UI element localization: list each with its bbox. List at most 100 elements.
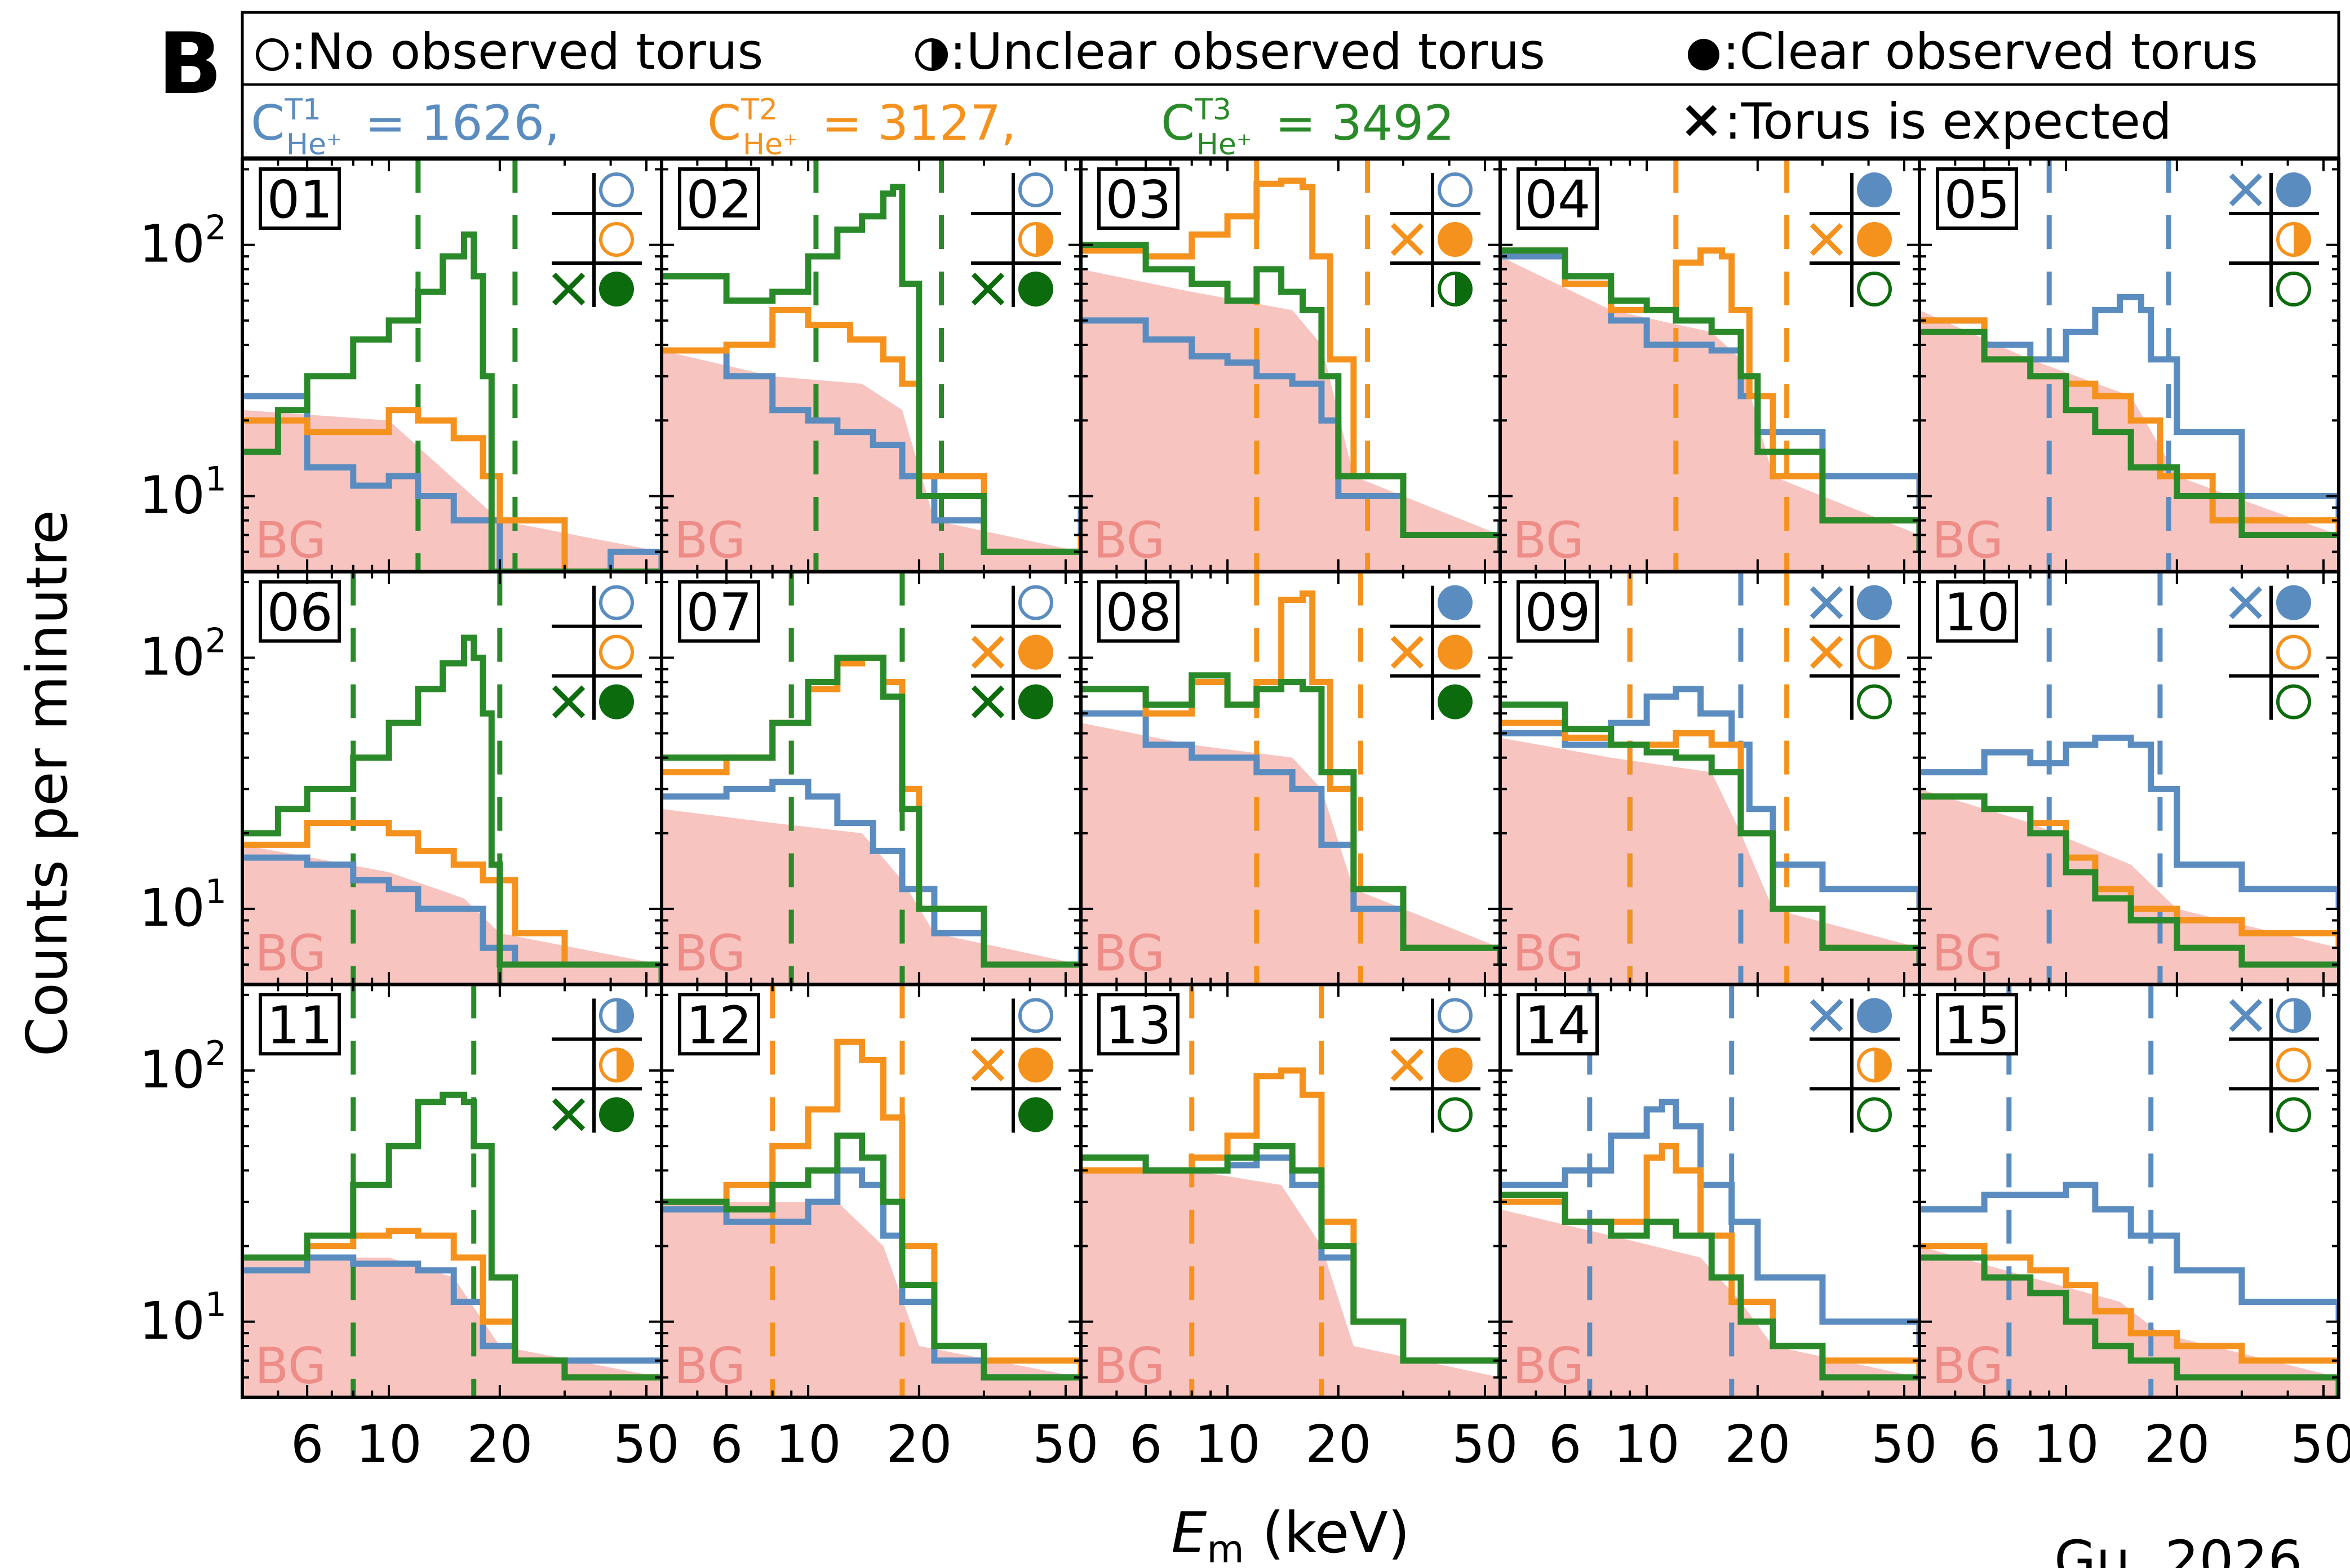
cross-icon	[1390, 636, 1424, 669]
y-tick-label: 102	[139, 208, 227, 274]
x-axis-label: Em (keV)	[1171, 1500, 1410, 1568]
series-line-T3	[1081, 1143, 1500, 1378]
panel-04: BG 04	[1498, 157, 1921, 574]
legend-box: :No observed torus :Unclear observed tor…	[241, 11, 2340, 162]
cross-icon	[971, 685, 1005, 718]
cross-icon	[971, 272, 1005, 306]
open-circle-icon	[1438, 172, 1473, 207]
series-line-T1	[1919, 734, 2339, 909]
x-tick-label: 50	[1871, 1414, 1937, 1474]
filled-circle-icon	[1438, 634, 1473, 670]
series-line-T3	[1919, 1254, 2339, 1397]
panel-plot-area	[1919, 984, 2339, 1397]
count-sup: T3	[1194, 93, 1231, 127]
panel-id-label: 04	[1524, 170, 1590, 230]
open-circle-icon	[256, 38, 289, 71]
y-tick-exp: 1	[205, 459, 227, 499]
open-circle-icon	[2276, 1047, 2311, 1083]
cross-icon	[552, 685, 586, 718]
series-line-T3	[1500, 247, 1919, 552]
x-tick-label: 20	[467, 1414, 533, 1474]
bg-label: BG	[674, 1337, 746, 1395]
filled-circle-icon	[599, 272, 634, 307]
bg-label: BG	[1932, 512, 2003, 570]
open-circle-icon	[599, 222, 634, 257]
panel-id-label: 02	[686, 170, 752, 230]
x-axis-label-symbol: E	[1171, 1500, 1207, 1566]
panel-15: BG 15 6 10 20 50	[1918, 983, 2350, 1474]
y-tick-label: 101	[139, 459, 227, 525]
filled-circle-icon	[1857, 222, 1892, 257]
legend-clear-torus: :Clear observed torus	[1723, 23, 2258, 81]
y-tick-exp: 2	[205, 1034, 227, 1073]
cross-icon	[2229, 173, 2263, 207]
panel-id-box	[1936, 993, 2018, 1056]
half-circle-fill	[617, 1000, 632, 1032]
bg-label: BG	[1513, 512, 1584, 570]
bg-label: BG	[255, 1337, 326, 1395]
series-line-T3	[1500, 1192, 1919, 1381]
filled-circle-icon	[1438, 684, 1473, 719]
cross-icon	[1390, 1049, 1424, 1082]
x-axis-label-unit: (keV)	[1244, 1500, 1410, 1566]
panel-id-box	[259, 580, 341, 643]
panel-plot-area	[662, 984, 1081, 1397]
count-sup: T1	[284, 93, 321, 127]
panel-id-label: 08	[1105, 583, 1171, 643]
half-circle-fill	[617, 1049, 632, 1081]
x-tick-label: 20	[1724, 1414, 1790, 1474]
panel-id-label: 07	[686, 583, 752, 643]
open-circle-icon	[1018, 172, 1053, 207]
panel-14: BG 14 6 10 20 50	[1498, 983, 1937, 1474]
count-legend-T1: CT1 He⁺ = 1626,	[251, 93, 560, 162]
y-tick-exp: 1	[205, 1285, 227, 1325]
panel-plot-area	[1081, 571, 1500, 985]
y-tick-base: 10	[139, 214, 205, 274]
half-circle-fill	[1455, 273, 1471, 305]
panel-id-box	[1097, 580, 1180, 643]
panel-id-label: 11	[267, 995, 332, 1055]
open-circle-icon	[1857, 684, 1892, 719]
count-base: C	[251, 95, 285, 152]
half-circle-fill	[1874, 636, 1891, 668]
y-tick-base: 10	[139, 465, 205, 525]
series-line-T3	[242, 1091, 662, 1381]
y-tick-base: 10	[139, 1291, 205, 1351]
series-line-T2	[1919, 1243, 2339, 1364]
half-circle-fill	[2294, 224, 2309, 255]
legend-no-torus: :No observed torus	[290, 23, 763, 81]
panel-grid: BG01101102BG02BG03BG04BG05BG06101102BG07…	[139, 157, 2350, 1474]
open-circle-icon	[2276, 684, 2311, 719]
background-fill	[242, 845, 662, 985]
series-line-T3	[662, 1132, 1081, 1381]
panel-plot-area	[1081, 984, 1500, 1397]
cross-icon	[1810, 636, 1843, 669]
bg-label: BG	[1932, 924, 2003, 982]
panel-07: BG 07	[660, 570, 1083, 987]
y-tick-base: 10	[139, 878, 205, 938]
y-tick-exp: 1	[205, 872, 227, 912]
open-circle-icon	[2276, 1097, 2311, 1132]
filled-circle-icon	[1438, 222, 1473, 257]
series-line-T3	[1500, 701, 1919, 965]
count-legend-T2: CT2 He⁺ = 3127,	[707, 93, 1016, 162]
panel-03: BG 03	[1079, 157, 1502, 574]
panel-id-box	[1097, 167, 1180, 230]
x-axis-label-sub: m	[1207, 1527, 1244, 1568]
x-tick-label: 10	[2033, 1414, 2099, 1474]
x-tick-label: 50	[1032, 1414, 1098, 1474]
panel-id-label: 05	[1944, 170, 2010, 230]
series-line-T3	[242, 634, 662, 985]
open-circle-icon	[599, 585, 634, 620]
x-tick-label: 10	[1195, 1414, 1261, 1474]
cross-icon	[552, 272, 586, 306]
filled-circle-icon	[1018, 634, 1053, 670]
filled-circle-icon	[1857, 998, 1892, 1033]
open-circle-icon	[2276, 272, 2311, 307]
filled-circle-icon	[1688, 39, 1719, 70]
cross-icon	[1390, 223, 1424, 256]
panel-plot-area	[662, 159, 1081, 572]
background-fill	[1500, 256, 1919, 572]
panel-id-box	[678, 167, 760, 230]
